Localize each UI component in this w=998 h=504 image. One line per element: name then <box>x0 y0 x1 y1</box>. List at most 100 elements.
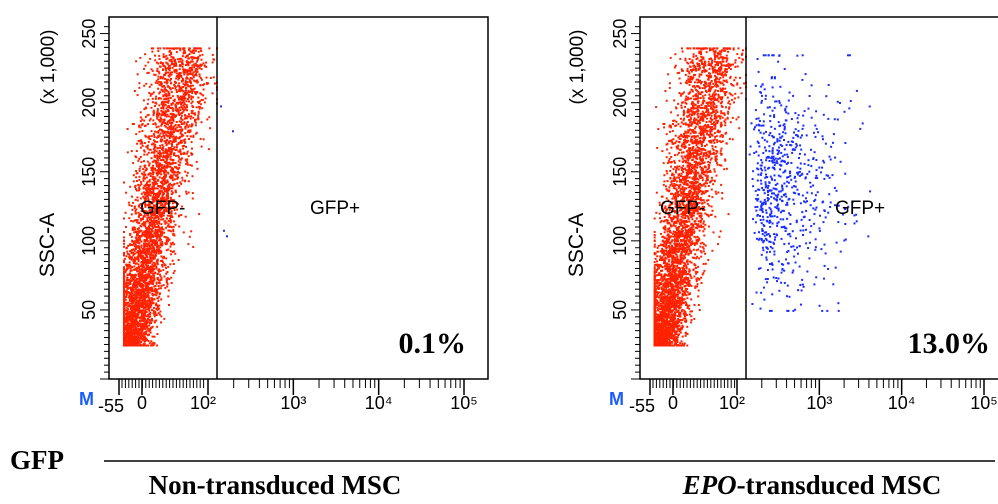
event-dot-negative <box>123 287 125 290</box>
event-dot-negative <box>170 215 172 218</box>
event-dot-negative <box>150 297 153 300</box>
event-dot-negative <box>143 262 146 265</box>
event-dot-negative <box>148 270 151 273</box>
event-dot-negative <box>151 342 154 345</box>
event-dot-negative <box>200 78 203 81</box>
event-dot-negative <box>128 310 131 313</box>
event-dot-negative <box>153 290 156 293</box>
event-dot-negative <box>171 121 174 124</box>
event-dot-negative <box>184 79 187 82</box>
event-dot-negative <box>143 247 145 250</box>
event-dot-negative <box>139 336 142 338</box>
event-dot-negative <box>174 86 177 88</box>
event-dot-negative <box>132 305 135 308</box>
event-dot-negative <box>169 242 172 245</box>
event-dot-negative <box>184 68 187 71</box>
event-dot-negative <box>147 294 150 297</box>
event-dot-negative <box>167 239 170 242</box>
event-dot-negative <box>166 153 169 155</box>
event-dot-negative <box>165 80 168 83</box>
event-dot-negative <box>169 163 172 166</box>
event-dot-negative <box>165 69 168 72</box>
event-dot-negative <box>669 177 672 180</box>
event-dot-negative <box>159 234 162 237</box>
event-dot-negative <box>152 173 154 176</box>
event-dot-negative <box>163 317 166 320</box>
event-dot-negative <box>156 309 159 312</box>
event-dot-negative <box>130 297 133 300</box>
event-dot-negative <box>136 172 139 175</box>
event-dot-negative <box>184 90 187 93</box>
event-dot-negative <box>165 195 168 198</box>
event-dot-negative <box>149 276 152 278</box>
event-dot-negative <box>191 58 194 61</box>
event-dot-negative <box>146 72 149 75</box>
event-dot-negative <box>145 168 148 171</box>
event-dot-negative <box>149 322 151 325</box>
event-dot-negative <box>167 128 170 131</box>
event-dot-negative <box>143 184 146 187</box>
event-dot-negative <box>140 251 143 254</box>
event-dot-negative <box>155 226 158 228</box>
event-dot-negative <box>124 285 127 288</box>
event-dot-negative <box>197 57 199 60</box>
event-dot-negative <box>175 148 178 151</box>
event-dot-negative <box>143 153 146 156</box>
event-dot-negative <box>174 136 177 139</box>
event-dot-negative <box>129 342 131 345</box>
event-dot-negative <box>173 182 176 185</box>
event-dot-negative <box>171 135 174 138</box>
event-dot-negative <box>160 166 163 169</box>
event-dot-negative <box>158 229 161 232</box>
event-dot-negative <box>140 229 143 232</box>
event-dot-negative <box>137 255 140 257</box>
event-dot-negative <box>147 264 149 267</box>
event-dot-negative <box>191 92 194 94</box>
event-dot-negative <box>173 65 176 68</box>
event-dot-negative <box>185 192 188 195</box>
event-dot-negative <box>147 151 150 154</box>
event-dot-negative <box>134 304 137 307</box>
event-dot-negative <box>189 82 192 85</box>
event-dot-negative <box>151 230 154 233</box>
event-dot-negative <box>132 251 135 254</box>
event-dot-negative <box>150 212 153 215</box>
event-dot-negative <box>134 198 137 201</box>
event-dot-negative <box>171 251 174 253</box>
event-dot-negative <box>149 57 152 60</box>
event-dot-negative <box>713 60 716 63</box>
event-dot-negative <box>156 108 159 110</box>
event-dot-negative <box>123 310 125 313</box>
event-dot-negative <box>146 147 149 150</box>
event-dot-negative <box>175 72 178 75</box>
event-dot-negative <box>129 280 132 283</box>
event-dot-negative <box>172 225 175 228</box>
event-dot-negative <box>172 131 175 133</box>
event-dot-negative <box>132 180 135 183</box>
event-dot-negative <box>190 96 193 99</box>
event-dot-negative <box>151 160 154 163</box>
event-dot-negative <box>137 186 140 189</box>
event-dot-negative <box>148 92 151 94</box>
event-dot-negative <box>198 213 201 216</box>
event-dot-negative <box>151 335 154 338</box>
event-dot-negative <box>155 61 158 64</box>
event-dot-negative <box>186 84 189 87</box>
event-dot-negative <box>190 230 193 233</box>
event-dot-negative <box>154 235 157 238</box>
event-dot-negative <box>182 93 185 96</box>
event-dot-negative <box>160 190 163 193</box>
event-dot-negative <box>183 50 186 53</box>
event-dot-negative <box>147 304 150 307</box>
event-dot-negative <box>181 80 183 82</box>
event-dot-negative <box>169 130 172 133</box>
event-dot-negative <box>181 179 184 182</box>
event-dot-negative <box>158 92 161 95</box>
event-dot-negative <box>742 49 744 52</box>
event-dot-negative <box>133 278 136 281</box>
event-dot-negative <box>205 61 208 64</box>
event-dot-negative <box>134 210 137 212</box>
event-dot-negative <box>174 127 177 130</box>
event-dot-negative <box>137 323 139 326</box>
event-dot-negative <box>158 72 161 75</box>
